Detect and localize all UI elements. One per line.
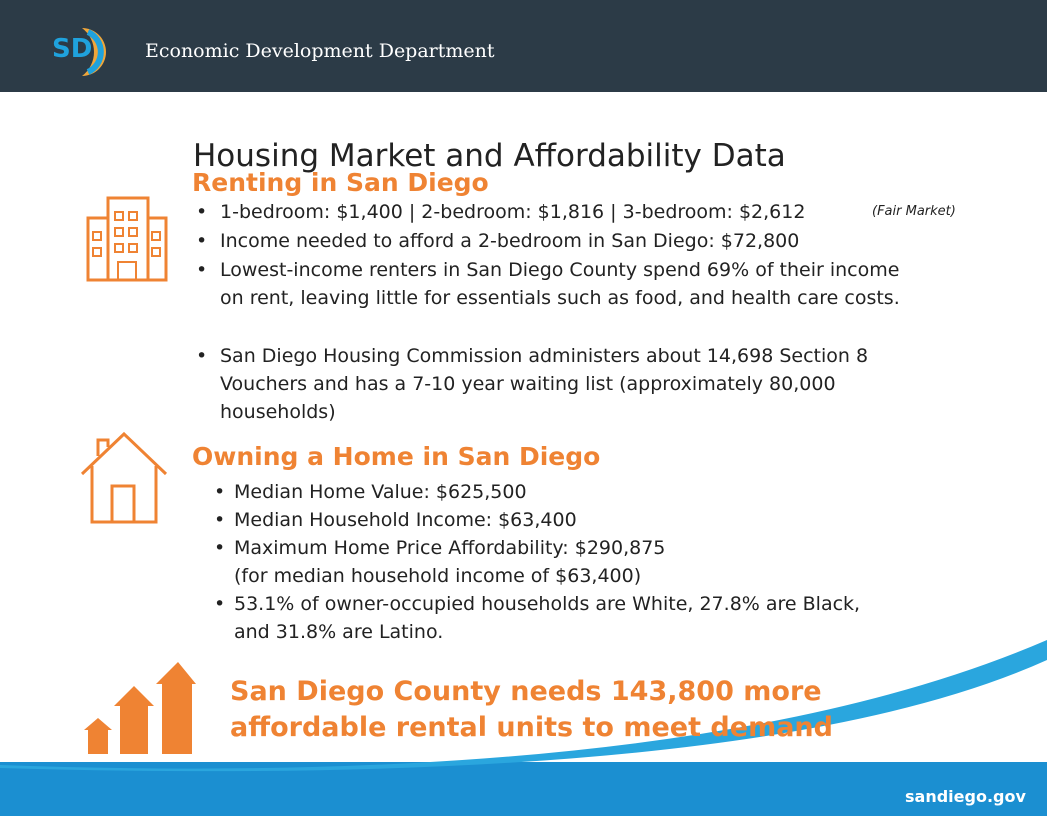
owning-heading: Owning a Home in San Diego: [192, 442, 601, 471]
bullet-dot: •: [196, 345, 208, 367]
bullet-text: Income needed to afford a 2-bedroom in S…: [220, 230, 800, 252]
bullet-text: (for median household income of $63,400): [234, 565, 642, 587]
bullet-text: households): [220, 401, 336, 423]
bullet-text: on rent, leaving little for essentials s…: [220, 287, 900, 309]
bullet-text: 1-bedroom: $1,400 | 2-bedroom: $1,816 | …: [220, 201, 806, 223]
bullet-dot: •: [196, 259, 208, 281]
fair-market-note: (Fair Market): [872, 204, 956, 219]
bullet-text: Median Household Income: $63,400: [234, 509, 577, 531]
bullet-dot: •: [214, 481, 226, 503]
bullet-text: 53.1% of owner-occupied households are W…: [234, 593, 861, 615]
callout-line: affordable rental units to meet demand: [230, 712, 833, 743]
building-icon: [86, 196, 168, 282]
bullet-text: Vouchers and has a 7-10 year waiting lis…: [220, 373, 836, 395]
bullet-dot: •: [214, 509, 226, 531]
bullet-text: and 31.8% are Latino.: [234, 621, 444, 643]
bullet-dot: •: [196, 230, 208, 252]
bullet-text: Lowest-income renters in San Diego Count…: [220, 259, 900, 281]
footer-url: sandiego.gov: [905, 787, 1026, 806]
title: Housing Market and Affordability Data: [193, 138, 786, 174]
bullet-dot: •: [214, 593, 226, 615]
bullet-text: Maximum Home Price Affordability: $290,8…: [234, 537, 666, 559]
growth-icon: [84, 662, 196, 754]
header-band: [0, 0, 1047, 92]
renting-heading: Renting in San Diego: [192, 168, 489, 197]
house-icon: [80, 431, 168, 524]
bullet-dot: •: [214, 537, 226, 559]
logo-icon: [82, 28, 106, 76]
bullet-text: Median Home Value: $625,500: [234, 481, 527, 503]
bullet-dot: •: [196, 201, 208, 223]
org-name: Economic Development Department: [145, 40, 495, 62]
callout-line: San Diego County needs 143,800 more: [230, 676, 822, 707]
logo-text: SD: [52, 34, 93, 64]
bullet-text: San Diego Housing Commission administers…: [220, 345, 869, 367]
